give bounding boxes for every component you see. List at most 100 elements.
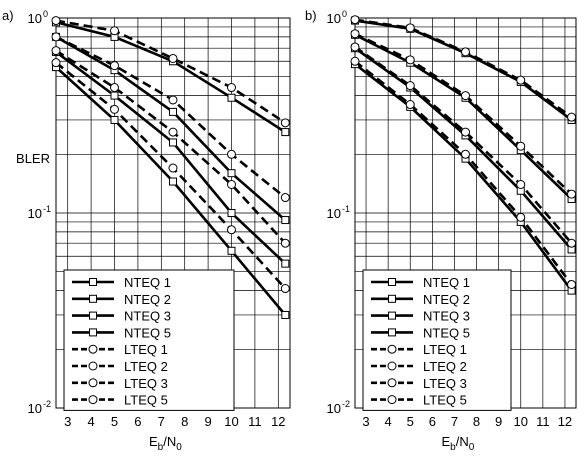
y-tick-label: 10 <box>327 11 341 26</box>
legend-label: NTEQ 3 <box>423 309 470 324</box>
data-point <box>110 61 119 71</box>
legend-swatch-marker <box>88 395 98 405</box>
x-tick-label: 7 <box>451 414 458 429</box>
y-tick-exponent: -1 <box>43 204 51 214</box>
legend-label: NTEQ 3 <box>124 309 171 324</box>
legend-label: NTEQ 2 <box>124 292 171 307</box>
x-axis-label: Eb/N0 <box>442 434 475 453</box>
legend-label: LTEQ 1 <box>124 342 168 357</box>
data-point <box>51 16 61 26</box>
data-point <box>405 81 415 91</box>
data-point <box>461 149 470 159</box>
data-point <box>280 193 290 203</box>
series-lteq-1 <box>350 15 577 122</box>
data-point <box>110 104 119 114</box>
data-point <box>350 15 360 25</box>
data-point <box>516 141 526 151</box>
legend-label: NTEQ 1 <box>124 275 171 290</box>
data-point <box>227 169 236 178</box>
legend-label: LTEQ 2 <box>124 359 168 374</box>
y-tick-exponent: -2 <box>43 399 51 409</box>
y-tick-exponent: 0 <box>43 9 48 19</box>
data-point <box>51 58 61 68</box>
legend-label: LTEQ 5 <box>124 393 168 408</box>
x-tick-label: 4 <box>87 414 94 429</box>
legend-swatch-marker <box>88 378 98 388</box>
legend-label: LTEQ 2 <box>423 359 467 374</box>
series-lteq-3 <box>51 46 290 248</box>
data-point <box>281 216 290 225</box>
series-lteq-1 <box>51 16 290 128</box>
legend-swatch-marker <box>388 294 396 303</box>
data-point <box>461 127 470 137</box>
legend-swatch-marker <box>387 378 397 388</box>
x-axis-label-sub2: 0 <box>469 442 475 453</box>
data-point <box>516 212 526 222</box>
data-point <box>405 55 415 65</box>
series-lteq-2 <box>51 32 290 203</box>
y-tick-label: 10 <box>327 206 341 221</box>
legend-swatch-marker <box>387 395 397 405</box>
data-point <box>405 23 415 33</box>
legend-label: NTEQ 5 <box>124 325 171 340</box>
legend-swatch-marker <box>387 361 397 371</box>
series-lteq-2 <box>350 29 577 199</box>
x-axis-label-sub2: 0 <box>176 442 182 453</box>
data-point <box>281 310 290 319</box>
data-point <box>227 149 236 159</box>
data-point <box>169 107 177 116</box>
x-tick-label: 10 <box>514 414 528 429</box>
legend-label: LTEQ 3 <box>124 376 168 391</box>
data-point <box>281 128 290 137</box>
series-line <box>55 49 287 245</box>
data-point <box>516 180 526 190</box>
x-axis-label: Eb/N0 <box>149 434 182 453</box>
data-point <box>110 83 119 93</box>
y-tick-exponent: -2 <box>342 399 350 409</box>
series-lteq-3 <box>350 42 577 248</box>
x-tick-label: 11 <box>248 414 262 429</box>
y-tick-exponent: 0 <box>342 9 347 19</box>
data-point <box>169 138 177 147</box>
y-tick-label: 10 <box>28 206 42 221</box>
x-tick-label: 5 <box>111 414 118 429</box>
y-tick-label: 10 <box>28 11 42 26</box>
x-axis-label-mid: /N <box>163 434 176 449</box>
panel-label: a) <box>2 8 14 23</box>
data-point <box>516 75 526 85</box>
x-axis-label-mid: /N <box>456 434 469 449</box>
data-point <box>281 259 290 268</box>
legend-label: NTEQ 1 <box>423 275 470 290</box>
x-axis-label-main: E <box>149 434 158 449</box>
data-point <box>51 46 61 56</box>
x-tick-label: 8 <box>181 414 188 429</box>
data-point <box>350 56 360 66</box>
data-point <box>168 53 178 63</box>
series-nteq-3 <box>52 47 290 268</box>
data-point <box>168 95 178 105</box>
y-tick-label: 10 <box>28 401 42 416</box>
series-line <box>55 19 287 124</box>
data-point <box>350 42 360 52</box>
series-lteq-5 <box>51 58 290 294</box>
x-tick-label: 9 <box>204 414 211 429</box>
legend-swatch-marker <box>387 344 397 354</box>
x-tick-label: 7 <box>158 414 165 429</box>
legend-swatch-marker <box>388 328 396 337</box>
data-point <box>461 91 470 101</box>
series-lteq-5 <box>350 56 577 289</box>
y-tick-exponent: -1 <box>342 204 350 214</box>
legend-swatch-marker <box>388 311 396 320</box>
legend-swatch-marker <box>89 278 97 286</box>
legend-label: LTEQ 1 <box>423 342 467 357</box>
x-tick-label: 8 <box>473 414 480 429</box>
series-line <box>354 33 573 200</box>
data-point <box>350 29 360 39</box>
legend-swatch-marker <box>89 328 97 337</box>
data-point <box>280 238 290 248</box>
data-point <box>227 246 236 255</box>
data-point <box>567 112 577 122</box>
